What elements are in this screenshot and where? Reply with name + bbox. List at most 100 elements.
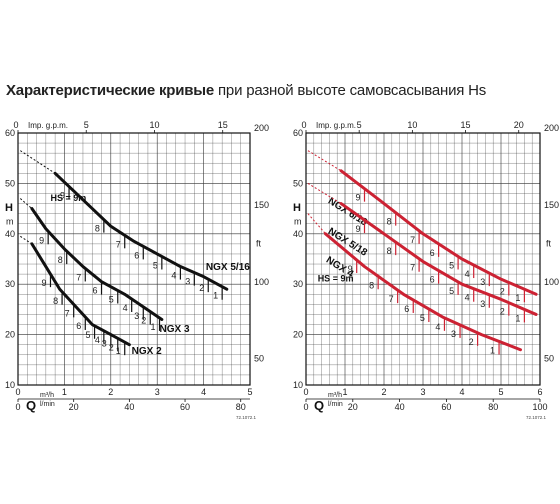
- right-ngx-5-18-hs-mark-label-4: 5: [449, 286, 454, 296]
- left-ft-unit: ft: [256, 238, 262, 248]
- right-top-tick-label-3: 15: [461, 120, 471, 130]
- right-m3h-tick-label-5: 5: [498, 387, 503, 397]
- left-q-unit-lmin: l/min: [40, 401, 55, 408]
- right-ngx-6-18-hs-mark-label-6: 3: [480, 277, 485, 287]
- right-ngx-4-hs-mark-label-8: 1: [490, 345, 495, 355]
- left-ytick-label-4: 20: [5, 330, 15, 340]
- right-ngx-4-hs-mark-label-3: 6: [404, 304, 409, 314]
- right-yaxis-label: H: [293, 202, 301, 214]
- left-top-tick-label-0: 0: [13, 120, 18, 130]
- right-ngx-4-hs-mark-label-5: 4: [435, 322, 440, 332]
- left-ngx-3-hs-mark-label-1: 8: [58, 255, 63, 265]
- right-ngx-5-18-hs-mark-label-2: 7: [410, 263, 415, 273]
- right-ngx-4-hs-mark-label-7: 2: [469, 337, 474, 347]
- right-ngx-4-hs-mark-label-4: 5: [420, 313, 425, 323]
- left-ngx-5-16-hs-mark-label-3: 6: [134, 250, 139, 260]
- left-ngx-5-16-curve: [53, 171, 229, 291]
- left-ft-tick-label-3: 50: [254, 354, 264, 364]
- left-ngx-5-16-hs-mark-label-8: 1: [213, 291, 218, 301]
- right-yaxis-unit: m: [294, 217, 302, 227]
- right-ngx-5-18-hs-mark-label-3: 6: [430, 275, 435, 285]
- left-ngx-3-hs-mark-label-5: 4: [123, 303, 128, 313]
- left-ngx-2-hs-mark-label-3: 6: [76, 321, 81, 331]
- left-ngx-3-hs-mark-label-0: 9: [39, 235, 44, 245]
- right-plot-frame: [305, 132, 541, 386]
- left-ngx-2-hs-mark-label-6: 3: [102, 339, 107, 349]
- right-lmin-tick-label-0: 0: [303, 402, 308, 412]
- left-m3h-tick-label-0: 0: [15, 387, 20, 397]
- left-lmin-tick-label-3: 60: [180, 402, 190, 412]
- right-m3h-tick-label-4: 4: [459, 387, 464, 397]
- left-ngx-5-16-hs-mark-label-5: 4: [171, 271, 176, 281]
- chart-title-bold: Характеристические кривые: [6, 82, 215, 99]
- right-ft-tick-label-1: 150: [544, 200, 559, 210]
- left-ft-tick-label-1: 150: [254, 200, 269, 210]
- right-q-unit-m3h: m³/h: [328, 392, 342, 399]
- left-ngx-2-hs-mark-label-0: 9: [41, 278, 46, 288]
- right-top-axis-label: Imp. g.p.m.: [316, 121, 356, 130]
- left-lmin-tick-label-0: 0: [15, 402, 20, 412]
- left-ytick-label-2: 40: [5, 229, 15, 239]
- left-ytick-label-3: 30: [5, 279, 15, 289]
- left-ngx-3-hs-mark-label-7: 2: [141, 316, 146, 326]
- right-top-tick-label-0: 0: [301, 120, 306, 130]
- right-ytick-label-3: 30: [293, 279, 303, 289]
- left-ngx-5-16-dashed-segment: [20, 150, 56, 174]
- right-hs-label: HS = 9m: [318, 274, 354, 284]
- left-ngx-3-dashed-segment: [19, 198, 33, 209]
- right-top-tick-label-1: 5: [357, 120, 362, 130]
- right-ngx-5-18-dashed-segment: [307, 182, 342, 204]
- left-top-tick-label-2: 10: [149, 120, 159, 130]
- chart-title: Характеристические кривые при разной выс…: [6, 82, 486, 99]
- right-ngx-6-18-hs-mark-label-5: 4: [465, 269, 470, 279]
- right-lmin-tick-label-2: 40: [395, 402, 405, 412]
- right-m3h-tick-label-2: 2: [381, 387, 386, 397]
- right-ngx-4-hs-mark-label-6: 3: [451, 329, 456, 339]
- right-ngx-5-18-hs-mark-label-0: 9: [355, 224, 360, 234]
- right-top-tick-label-4: 20: [514, 120, 524, 130]
- right-ytick-label-2: 40: [293, 229, 303, 239]
- left-ngx-3-curve: [30, 207, 164, 321]
- left-ngx-5-16-hs-mark-label-7: 2: [199, 283, 204, 293]
- right-ngx-4-dashed-segment: [307, 213, 326, 235]
- right-ft-unit: ft: [546, 238, 552, 248]
- right-m3h-tick-label-6: 6: [537, 387, 542, 397]
- left-yaxis-label: H: [5, 202, 13, 214]
- left-ngx-5-16-hs-mark-label-2: 7: [116, 239, 121, 249]
- left-ytick-label-0: 60: [5, 128, 15, 138]
- right-lmin-tick-label-1: 20: [348, 402, 358, 412]
- right-top-tick-label-2: 10: [407, 120, 417, 130]
- right-ft-tick-label-3: 50: [544, 354, 554, 364]
- left-ngx-2-hs-mark-label-1: 8: [53, 296, 58, 306]
- left-lmin-tick-label-4: 80: [236, 402, 246, 412]
- right-ngx-6-18-hs-mark-label-0: 9: [355, 193, 360, 203]
- left-top-axis-label: Imp. g.p.m.: [28, 121, 68, 130]
- left-m3h-tick-label-5: 5: [247, 387, 252, 397]
- right-q-label: Q: [314, 398, 324, 413]
- right-ytick-label-4: 20: [293, 330, 303, 340]
- right-q-unit-lmin: l/min: [328, 401, 343, 408]
- right-m3h-tick-label-0: 0: [303, 387, 308, 397]
- right-ngx-5-18-hs-mark-label-5: 4: [465, 293, 470, 303]
- right-ngx-4-hs-mark-label-2: 7: [389, 294, 394, 304]
- left-ngx-3-hs-mark-label-4: 5: [109, 295, 114, 305]
- left-ngx-3-hs-mark-label-3: 6: [93, 286, 98, 296]
- left-ngx-2-hs-mark-label-8: 1: [116, 346, 121, 356]
- right-lmin-tick-label-5: 100: [532, 402, 547, 412]
- left-ngx-2-series-label: NGX 2: [132, 346, 162, 357]
- left-ngx-2-dashed-segment: [20, 235, 33, 245]
- left-q-label: Q: [26, 398, 36, 413]
- left-ngx-3-hs-mark-label-6: 3: [134, 311, 139, 321]
- left-ngx-2-hs-mark-label-5: 4: [95, 335, 100, 345]
- left-ngx-2-hs-mark-label-7: 2: [109, 342, 114, 352]
- right-ngx-4-curve: [324, 232, 522, 352]
- right-ngx-6-18-dashed-segment: [307, 150, 342, 172]
- left-drawing-code: 72.1072.1: [236, 415, 257, 420]
- right-ngx-5-18-hs-mark-label-6: 3: [480, 299, 485, 309]
- left-ngx-3-hs-mark-label-8: 1: [151, 322, 156, 332]
- left-m3h-tick-label-4: 4: [201, 387, 206, 397]
- right-ngx-6-18-hs-mark-label-4: 5: [449, 260, 454, 270]
- right-ngx-4-hs-mark-label-0: 9: [348, 264, 353, 274]
- right-lmin-tick-label-3: 60: [441, 402, 451, 412]
- right-ft-tick-label-0: 200: [544, 123, 559, 133]
